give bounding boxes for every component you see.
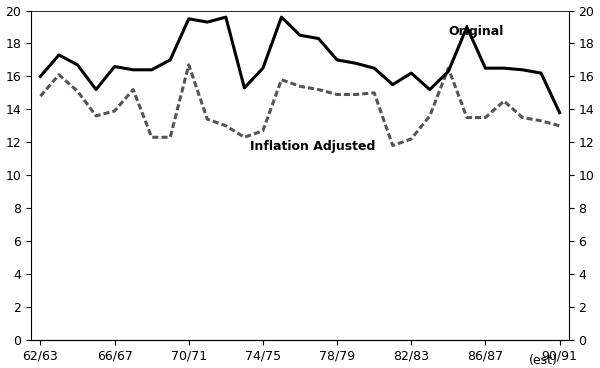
Text: (est): (est) — [529, 354, 557, 367]
Text: Original: Original — [448, 25, 504, 38]
Text: Inflation Adjusted: Inflation Adjusted — [250, 141, 376, 153]
